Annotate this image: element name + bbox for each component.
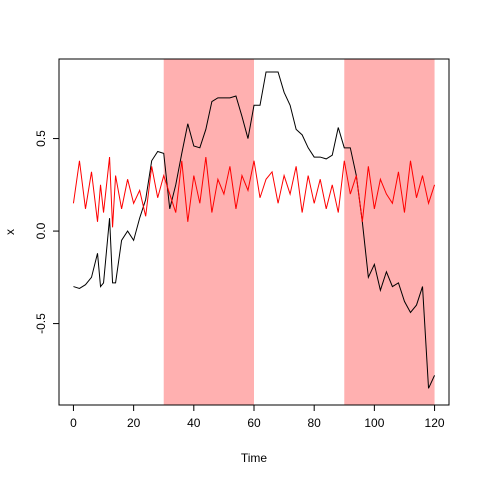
x-axis-label: Time	[241, 451, 268, 465]
x-tick-label: 100	[364, 416, 384, 430]
y-axis-label: x	[3, 229, 17, 235]
x-tick-label: 20	[127, 416, 141, 430]
y-tick-label: 0.0	[34, 222, 48, 239]
line-series	[72, 156, 436, 228]
x-tick-label: 80	[308, 416, 322, 430]
x-tick-label: 40	[187, 416, 201, 430]
x-tick-label: 120	[425, 416, 445, 430]
shaded-region	[344, 59, 435, 405]
x-tick-label: 60	[247, 416, 261, 430]
x-tick-label: 0	[70, 416, 77, 430]
y-tick-label: -0.5	[34, 313, 48, 334]
y-tick-label: 0.5	[34, 130, 48, 147]
line-series	[73, 71, 436, 389]
